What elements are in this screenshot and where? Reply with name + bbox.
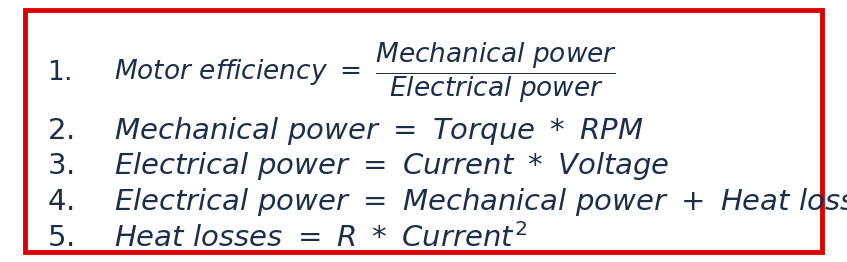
Text: $\mathit{Mechanical\ power}\ =\ \mathit{Torque}\ *\ \mathit{RPM}$: $\mathit{Mechanical\ power}\ =\ \mathit{… — [114, 115, 644, 147]
Text: $4.$: $4.$ — [47, 188, 73, 216]
Text: $\mathit{Heat\ losses}\ =\ \mathit{R}\ *\ \mathit{Current}^{2}$: $\mathit{Heat\ losses}\ =\ \mathit{R}\ *… — [114, 223, 527, 253]
Text: $1.$: $1.$ — [47, 60, 71, 86]
Text: $\mathit{Motor\ efficiency}\ =\ \dfrac{\mathit{Mechanical\ power}}{\mathit{Elect: $\mathit{Motor\ efficiency}\ =\ \dfrac{\… — [114, 41, 617, 106]
FancyBboxPatch shape — [25, 10, 822, 252]
Text: $2.$: $2.$ — [47, 117, 73, 145]
Text: $5.$: $5.$ — [47, 225, 73, 252]
Text: $\mathit{Electrical\ power}\ =\ \mathit{Current}\ *\ \mathit{Voltage}$: $\mathit{Electrical\ power}\ =\ \mathit{… — [114, 150, 670, 182]
Text: $\mathit{Electrical\ power}\ =\ \mathit{Mechanical\ power}\ +\ \mathit{Heat\ los: $\mathit{Electrical\ power}\ =\ \mathit{… — [114, 186, 847, 218]
Text: $3.$: $3.$ — [47, 152, 73, 180]
